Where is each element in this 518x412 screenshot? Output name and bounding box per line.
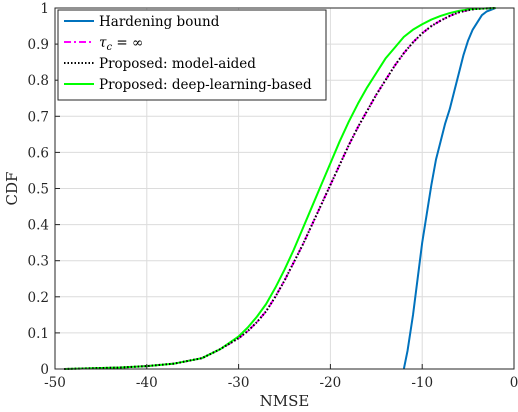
y-tick-label: 0.2	[28, 290, 49, 306]
x-tick-label: -40	[136, 375, 158, 391]
y-tick-label: 0.3	[28, 254, 49, 270]
legend-label-1: τc = ∞	[99, 35, 143, 53]
series-layer	[64, 7, 497, 370]
series-line-2	[64, 7, 496, 370]
y-tick-label: 0	[40, 362, 49, 378]
legend-label-2: Proposed: model-aided	[99, 56, 256, 72]
y-tick-label: 0.9	[28, 37, 49, 53]
y-tick-label: 1	[40, 1, 49, 17]
y-tick-label: 0.1	[28, 326, 49, 342]
x-tick-label: -10	[411, 375, 433, 391]
y-tick-label: 0.8	[28, 73, 49, 89]
x-tick-label: -20	[320, 375, 342, 391]
y-tick-label: 0.7	[28, 109, 49, 125]
x-tick-label: -30	[228, 375, 250, 391]
y-axis-title: CDF	[3, 172, 21, 206]
legend-label-0: Hardening bound	[99, 14, 220, 30]
y-tick-label: 0.4	[28, 218, 49, 234]
legend: Hardening bound τc = ∞ Proposed: model-aid…	[57, 9, 327, 101]
legend-label-3: Proposed: deep-learning-based	[99, 77, 312, 93]
y-tick-label: 0.5	[28, 182, 49, 198]
ticks: -50 -40 -30 -20 -10 0 0 0.1 0.2 0.3 0.4 0.5 0.6 0.7 0.…	[28, 1, 518, 391]
legend-box	[57, 9, 327, 101]
x-tick-label: 0	[510, 375, 518, 391]
y-tick-label: 0.6	[28, 145, 49, 161]
series-line-0	[402, 7, 497, 370]
x-axis-title: NMSE	[260, 392, 310, 410]
x-tick-label: -50	[44, 375, 66, 391]
